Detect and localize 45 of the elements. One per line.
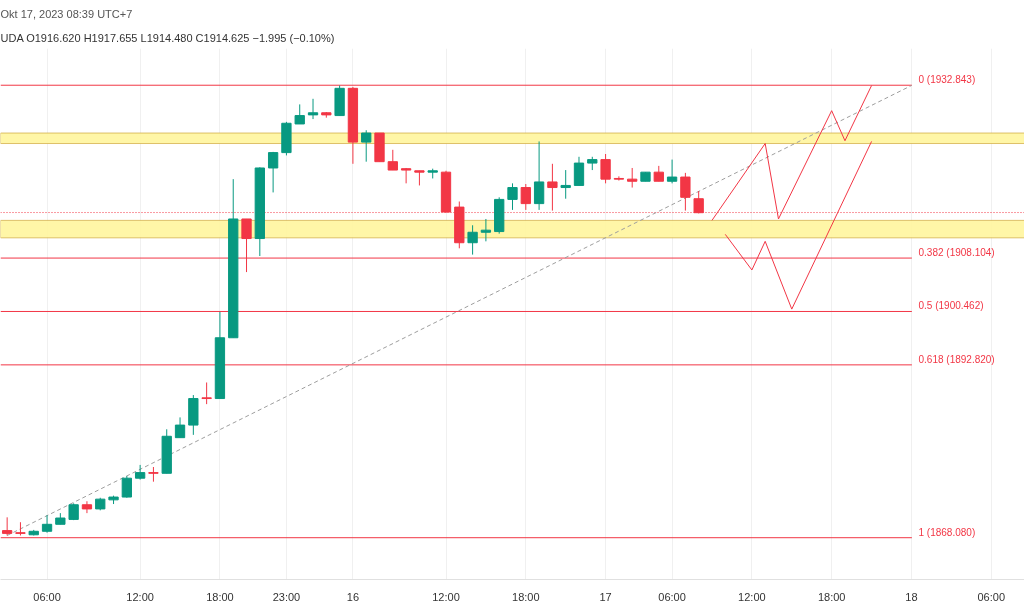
- x-tick-label: 18:00: [817, 590, 846, 603]
- candlestick: [467, 224, 478, 256]
- candlestick: [480, 218, 492, 242]
- x-tick-label: 17: [599, 590, 612, 603]
- x-tick-label: 23:00: [272, 590, 301, 603]
- candlestick: [560, 169, 571, 200]
- candlestick: [507, 182, 518, 211]
- candlestick: [1, 516, 13, 536]
- candlestick: [81, 500, 93, 514]
- candlestick: [627, 167, 638, 189]
- x-tick-label: 06:00: [977, 590, 1006, 603]
- candlestick: [600, 153, 611, 184]
- ref-line-label: 0.382 (1908.104): [918, 247, 995, 259]
- candlestick: [134, 464, 146, 481]
- x-tick-label: 12:00: [738, 590, 766, 603]
- x-tick-label: 18:00: [206, 590, 234, 603]
- chart-title: Okt 17, 2023 08:39 UTC+7: [0, 7, 133, 20]
- candlestick: [294, 103, 305, 125]
- ref-line-label: 0.5 (1900.462): [918, 300, 984, 312]
- ref-line-label: 1 (1868.080): [918, 526, 976, 538]
- x-tick-label: 18: [905, 590, 918, 603]
- x-tick-label: 12:00: [126, 590, 154, 603]
- x-tick-label: 12:00: [432, 590, 460, 603]
- candlestick: [387, 149, 398, 171]
- candlestick: [201, 381, 212, 405]
- candlestick: [267, 151, 279, 193]
- ref-line-label: 0 (1932.843): [918, 74, 976, 86]
- candlestick: [174, 416, 186, 439]
- candlestick: [613, 175, 625, 182]
- candlestick: [400, 167, 412, 184]
- candlestick: [307, 98, 319, 120]
- candlestick: [121, 475, 132, 499]
- candlestick: [520, 183, 531, 211]
- candlestick: [361, 129, 372, 163]
- x-tick-label: 18:00: [512, 590, 540, 603]
- x-tick-label: 06:00: [658, 590, 686, 603]
- candlestick: [41, 514, 53, 534]
- candlestick: [533, 140, 545, 211]
- ref-line-label: 0.618 (1892.820): [918, 353, 995, 365]
- chart-subtitle: UDA O1916.620 H1917.655 L1914.480 C1914.625 −1.995 (−0.10%): [0, 31, 335, 44]
- x-tick-label: 06:00: [33, 590, 61, 603]
- candlestick: [547, 163, 558, 212]
- candlestick: [666, 159, 678, 184]
- x-tick-label: 16: [346, 590, 360, 603]
- candlestick: [573, 156, 585, 186]
